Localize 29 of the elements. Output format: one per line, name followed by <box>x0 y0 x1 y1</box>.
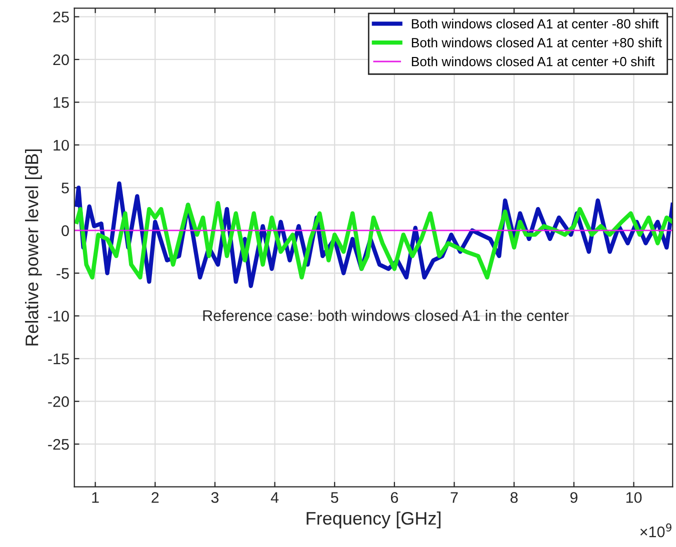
x-tick-label: 9 <box>570 492 578 503</box>
x-tick-label: 6 <box>390 492 398 503</box>
legend-label: Both windows closed A1 at center -80 shift <box>412 18 659 28</box>
y-tick-label: 10 <box>54 140 69 151</box>
x-tick-label: 4 <box>270 492 279 503</box>
y-tick-label: -20 <box>48 396 69 408</box>
x-tick-label: 2 <box>152 492 159 503</box>
x-tick-label: 3 <box>211 492 219 503</box>
y-tick-label: -15 <box>48 354 69 364</box>
text: ×10$^{9}$ <box>640 523 672 538</box>
y-tick-label: 15 <box>54 97 69 108</box>
y-axis-title: Relative power level [dB] <box>25 149 42 346</box>
y-tick-label: -5 <box>56 268 69 279</box>
legend-label: Both windows closed A1 at center +0 shift <box>412 56 655 66</box>
y-tick-label: 5 <box>62 182 69 194</box>
y-tick-label: 25 <box>53 12 69 22</box>
x-tick-label: 5 <box>330 492 338 503</box>
legend-label: Both windows closed A1 at center +80 shift <box>412 38 662 48</box>
y-tick-label: 0 <box>62 225 69 236</box>
y-tick-label: -10 <box>48 310 69 322</box>
x-axis-title: Frequency [GHz] <box>306 511 440 528</box>
y-tick-label: -25 <box>48 438 69 450</box>
y-tick-label: 20 <box>53 54 69 66</box>
x-tick-label: 7 <box>450 492 458 503</box>
annotation: Reference case: both windows closed A1 in the center <box>203 310 569 322</box>
line-series <box>74 200 673 280</box>
x-tick-label: 1 <box>92 492 99 503</box>
x-tick-label: 10 <box>626 492 642 503</box>
x-tick-label: 8 <box>510 492 518 503</box>
